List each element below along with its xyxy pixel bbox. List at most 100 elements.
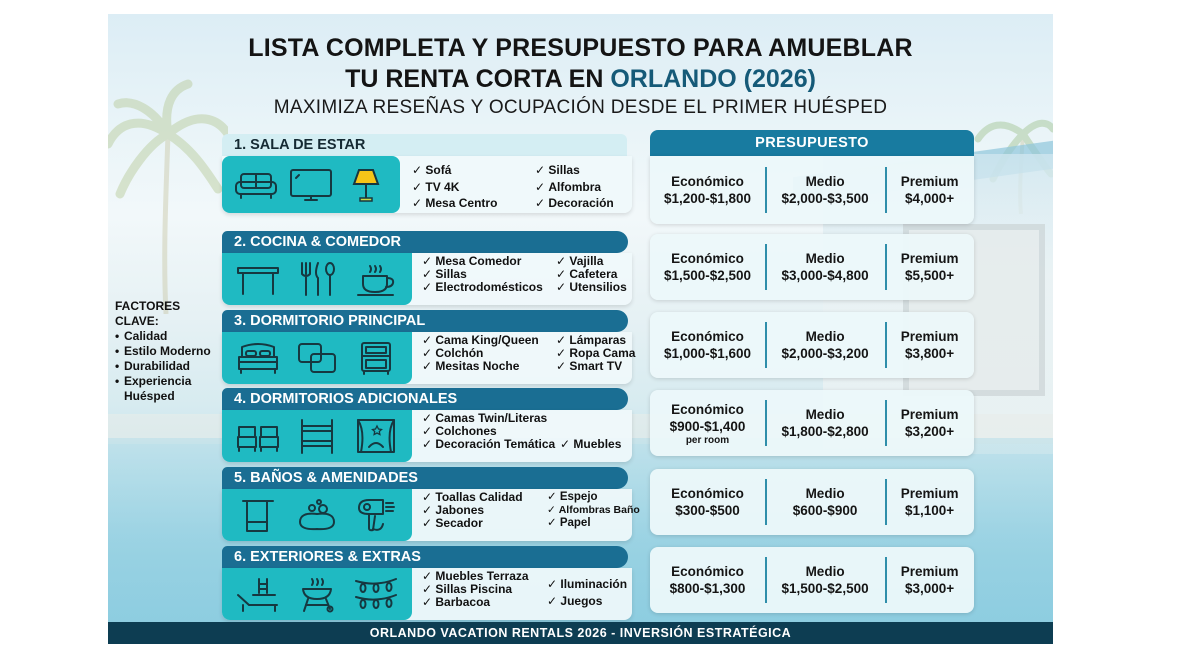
budget-medio: Medio $2,000-$3,200	[764, 322, 885, 368]
budget-economico: Económico $300-$500	[650, 485, 765, 519]
budget-premium: Premium $1,100+	[885, 479, 974, 525]
tier-price: $2,000-$3,500	[781, 191, 869, 206]
tier-price: $3,000+	[904, 581, 955, 596]
tier-price: $300-$500	[675, 503, 740, 518]
infographic-poster: LISTA COMPLETA Y PRESUPUESTO PARA AMUEBL…	[108, 14, 1053, 644]
items-col-2: Vajilla Cafetera Utensilios	[556, 255, 627, 294]
tier-price: $1,200-$1,800	[663, 191, 752, 206]
tier-label: Premium	[900, 407, 959, 422]
checklist-item: Mesa Comedor	[422, 255, 543, 268]
checklist-item: Vajilla	[556, 255, 627, 268]
category-body: Camas Twin/Literas Colchones Decoración …	[222, 410, 632, 462]
checklist-item: Alfombra	[535, 179, 614, 196]
tier-label: Premium	[900, 329, 959, 344]
budget-economico: Económico $1,200-$1,800	[650, 173, 765, 207]
items-col-1: Muebles Terraza Sillas Piscina Barbacoa	[422, 570, 529, 609]
category-title: 5. BAÑOS & AMENIDADES	[222, 467, 628, 489]
checklist-item: Juegos	[547, 593, 627, 610]
items-col-2: Iluminación Juegos	[547, 576, 627, 610]
tier-label: Económico	[671, 564, 744, 579]
budget-card-cocina: Económico $1,500-$2,500 Medio $3,000-$4,80…	[650, 234, 974, 300]
tier-label: Medio	[805, 329, 845, 344]
checklist-item: Alfombras Baño	[547, 504, 640, 517]
category-body: Cama King/Queen Colchón Mesitas Noche Lá…	[222, 332, 635, 384]
tier-price: $1,500-$2,500	[781, 581, 869, 596]
cutlery-icon	[300, 262, 335, 296]
items-col-1: Cama King/Queen Colchón Mesitas Noche	[422, 334, 539, 373]
checklist-item: Smart TV	[556, 360, 635, 373]
budget-premium: Premium $5,500+	[885, 244, 974, 290]
twin-beds-icon	[236, 426, 279, 452]
checklist-item: Muebles Terraza	[422, 570, 528, 583]
tier-price: $600-$900	[792, 503, 858, 518]
budget-medio: Medio $3,000-$4,800	[764, 244, 885, 290]
tier-price: $3,800+	[904, 346, 955, 361]
category-title: 6. EXTERIORES & EXTRAS	[222, 546, 628, 568]
title-accent-orlando: ORLANDO (2026)	[610, 65, 816, 93]
budget-heading: PRESUPUESTO	[650, 130, 974, 156]
budget-card-exteriores: Económico $800-$1,300 Medio $1,500-$2,500 …	[650, 547, 974, 613]
tier-price: $2,000-$3,200	[781, 346, 869, 361]
budget-economico: Económico $800-$1,300	[650, 563, 765, 597]
items-col-2: Sillas Alfombra Decoración	[535, 162, 614, 212]
category-body: Muebles Terraza Sillas Piscina Barbacoa …	[222, 568, 632, 620]
title-line-2-prefix: TU RENTA CORTA EN	[345, 65, 611, 93]
budget-premium: Premium $3,000+	[885, 557, 974, 603]
checklist-item: Decoración Temática	[422, 438, 555, 451]
bbq-grill-icon	[301, 578, 334, 613]
items-col-1: Sofá TV 4K Mesa Centro	[412, 162, 497, 212]
key-factor-item: Estilo Moderno	[115, 344, 227, 359]
tier-price: $5,500+	[904, 268, 955, 283]
checklist-item: Sillas	[422, 268, 543, 281]
items-col-1: Mesa Comedor Sillas Electrodomésticos	[422, 255, 543, 294]
budget-premium: Premium $4,000+	[885, 167, 974, 213]
budget-economico: Económico $1,000-$1,600	[650, 328, 765, 362]
lounge-chair-pool-icon	[236, 578, 278, 612]
tier-label: Medio	[805, 486, 845, 501]
tier-label: Medio	[805, 564, 845, 579]
soap-icon	[298, 499, 335, 531]
tv-icon	[289, 168, 332, 201]
themed-decor-icon	[357, 419, 396, 453]
key-factor-item: Durabilidad	[115, 359, 227, 374]
hair-dryer-icon	[358, 499, 396, 532]
budget-card-sala: Económico $1,200-$1,800 Medio $2,000-$3,50…	[650, 156, 974, 224]
nightstand-icon	[361, 342, 392, 375]
tier-price: $4,000+	[904, 191, 955, 206]
subtitle: MAXIMIZA RESEÑAS Y OCUPACIÓN DESDE EL PR…	[273, 97, 888, 118]
checklist-item: Jabones	[422, 504, 523, 517]
tier-price: $1,000-$1,600	[663, 346, 752, 361]
checklist-item: Iluminación	[547, 576, 627, 593]
checklist-item: Espejo	[547, 491, 640, 504]
tier-price: $1,800-$2,800	[781, 424, 869, 439]
icon-panel	[222, 410, 412, 462]
icon-panel	[222, 489, 412, 541]
category-title: 3. DORMITORIO PRINCIPAL	[222, 310, 628, 332]
towel-icon	[241, 500, 274, 532]
bunk-bed-icon	[300, 419, 333, 454]
palm-tree-left-decoration	[108, 79, 228, 314]
items-col-1: Toallas Calidad Jabones Secador	[422, 491, 523, 530]
checklist-item: Colchones	[422, 425, 555, 438]
checklist-item: Sillas Piscina	[422, 583, 529, 596]
checklist-item: Mesitas Noche	[422, 360, 539, 373]
tier-price: $800-$1,300	[669, 581, 746, 596]
pillows-icon	[297, 343, 336, 373]
icon-panel	[222, 253, 412, 305]
items-col-1: Camas Twin/Literas Colchones Decoración …	[422, 412, 555, 451]
tier-note: per room	[685, 434, 730, 446]
category-title: 1. SALA DE ESTAR	[222, 134, 627, 156]
checklist-item: Toallas Calidad	[422, 491, 522, 504]
checklist-item: Muebles	[560, 438, 621, 451]
budget-card-banos: Económico $300-$500 Medio $600-$900 Premiu…	[650, 469, 974, 535]
tier-price: $900-$1,400	[669, 418, 746, 434]
icon-panel	[222, 568, 412, 620]
tier-label: Premium	[900, 486, 959, 501]
key-factor-item: Experiencia Huésped	[115, 374, 227, 404]
tier-label: Económico	[671, 401, 744, 417]
checklist-item: Ropa Cama	[556, 347, 635, 360]
category-title: 2. COCINA & COMEDOR	[222, 231, 628, 253]
checklist-item: Secador	[422, 517, 523, 530]
checklist-item: Sillas	[535, 162, 614, 179]
category-body: Sofá TV 4K Mesa Centro Sillas Alfombra D…	[222, 156, 632, 213]
